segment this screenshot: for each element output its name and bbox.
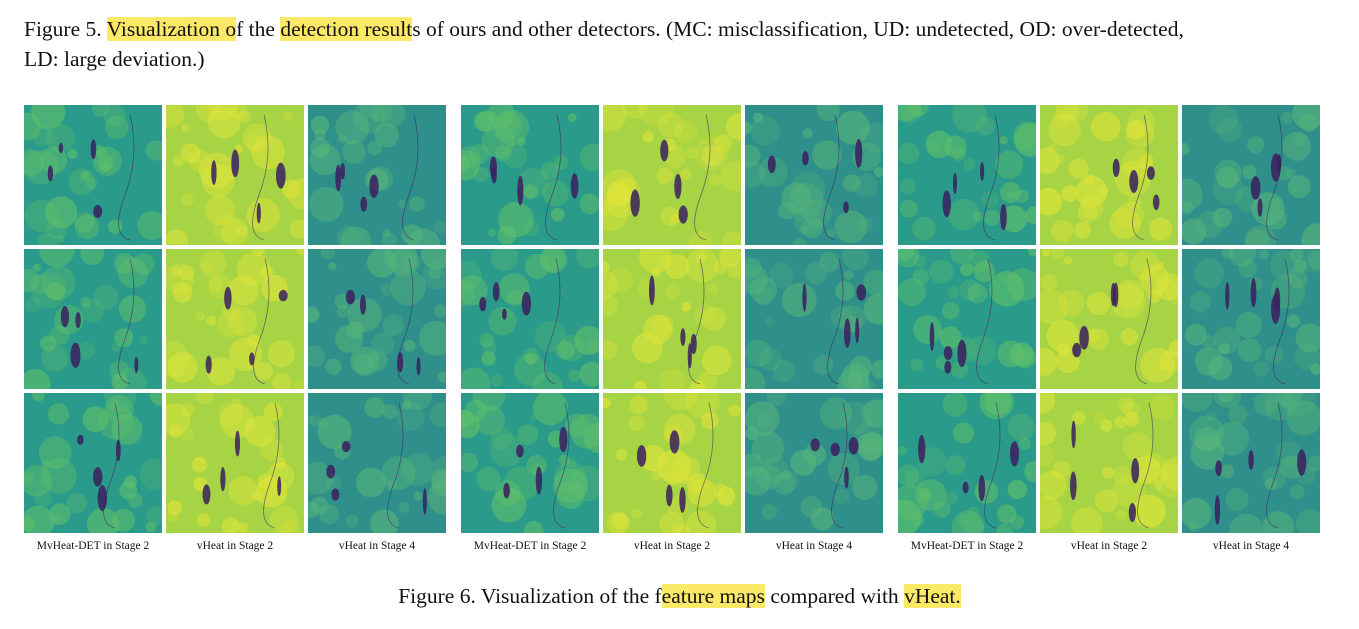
feature-map-thumbnail — [745, 105, 883, 245]
feature-map-thumbnail — [308, 393, 446, 533]
feature-map-thumbnail — [166, 393, 304, 533]
caption-text: compared with — [770, 584, 899, 608]
feature-map-thumbnail — [1040, 393, 1178, 533]
feature-map-thumbnail — [166, 105, 304, 245]
column-label: MvHeat-DET in Stage 2 — [910, 540, 1024, 552]
highlight-visualization: Visualization o — [106, 17, 237, 41]
feature-map-thumbnail — [308, 249, 446, 389]
caption-text: Figure 6. Visualization of the f — [398, 584, 662, 608]
feature-map-thumbnail — [24, 249, 162, 389]
feature-map-thumbnail — [1040, 249, 1178, 389]
figure-5-caption: Figure 5. Visualization of the detection… — [24, 14, 1320, 74]
feature-map-thumbnail — [1182, 105, 1320, 245]
feature-map-thumbnail — [24, 393, 162, 533]
feature-map-thumbnail — [308, 105, 446, 245]
feature-map-thumbnail — [898, 105, 1036, 245]
feature-map-thumbnail — [166, 249, 304, 389]
feature-map-thumbnail — [745, 249, 883, 389]
figure-6-caption: Figure 6. Visualization of the feature m… — [0, 584, 1359, 609]
feature-map-thumbnail — [603, 393, 741, 533]
feature-map-thumbnail — [898, 393, 1036, 533]
column-label: vHeat in Stage 4 — [338, 540, 416, 552]
column-label: MvHeat-DET in Stage 2 — [36, 540, 150, 552]
column-label: vHeat in Stage 2 — [633, 540, 711, 552]
caption-text: s of ours and other detectors. (MC: misc… — [412, 17, 1184, 41]
feature-map-thumbnail — [745, 393, 883, 533]
feature-map-thumbnail — [603, 249, 741, 389]
feature-map-thumbnail — [1040, 105, 1178, 245]
feature-map-thumbnail — [603, 105, 741, 245]
column-label: MvHeat-DET in Stage 2 — [473, 540, 587, 552]
feature-map-thumbnail — [24, 105, 162, 245]
highlight-vheat: vHeat. — [904, 584, 961, 608]
column-label: vHeat in Stage 2 — [1070, 540, 1148, 552]
feature-map-thumbnail — [461, 105, 599, 245]
figure-5-label: Figure 5. — [24, 17, 102, 41]
feature-map-thumbnail — [898, 249, 1036, 389]
column-label: vHeat in Stage 4 — [775, 540, 853, 552]
caption-text: f the — [236, 17, 275, 41]
column-label: vHeat in Stage 4 — [1212, 540, 1290, 552]
feature-map-thumbnail — [461, 249, 599, 389]
highlight-detection-results: detection result — [280, 17, 413, 41]
feature-map-thumbnail — [1182, 393, 1320, 533]
caption-text-line2: LD: large deviation.) — [24, 47, 205, 71]
highlight-feature-maps: eature maps — [661, 584, 765, 608]
feature-map-thumbnail — [461, 393, 599, 533]
feature-map-thumbnail — [1182, 249, 1320, 389]
column-label: vHeat in Stage 2 — [196, 540, 274, 552]
